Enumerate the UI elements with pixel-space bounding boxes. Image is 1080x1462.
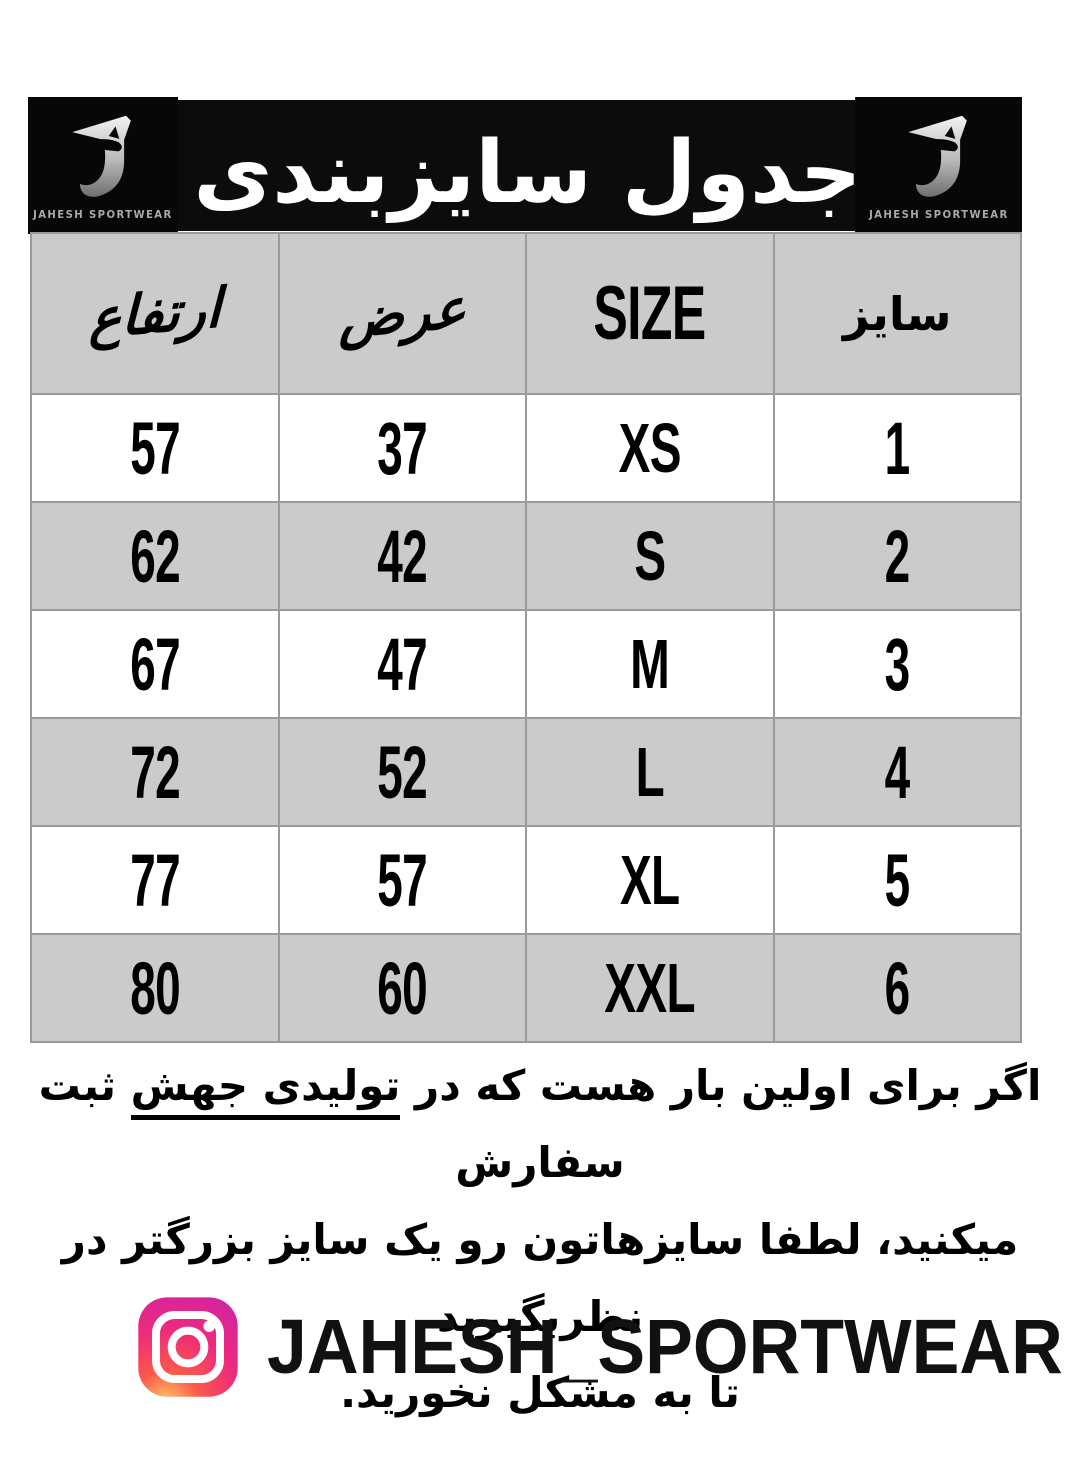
table-row-xl-size: XL [527,827,773,933]
note-line-2: میکنید، لطفا سایزهاتون رو یک سایز بزرگتر… [61,1214,1019,1341]
sizing-note: اگر برای اولین بار هست که در تولیدی جهش … [15,1048,1065,1432]
brand-caption: JAHESH SPORTWEAR [33,207,173,221]
table-row-xs-height: 57 [32,395,278,501]
table-row-l-size: L [527,719,773,825]
instagram-row: JAHESH_SPORTWEAR [135,1292,1080,1402]
table-row-xs-width: 37 [279,395,525,501]
table-row-xxl-num: 6 [774,935,1020,1041]
table-row-xs-size: XS [527,395,773,501]
instagram-handle[interactable]: JAHESH_SPORTWEAR [267,1303,1063,1390]
table-row-l-height: 72 [32,719,278,825]
table-row-xxl-width: 60 [279,935,525,1041]
brand-caption: JAHESH SPORTWEAR [868,207,1009,221]
table-row-l-width: 52 [279,719,525,825]
header-cell-height: ارتفاع [32,234,278,393]
table-row-s-num: 2 [774,503,1020,609]
table-row-xl-num: 5 [774,827,1020,933]
table-row-xl-width: 57 [279,827,525,933]
table-row-s-width: 42 [279,503,525,609]
jahesh-logo-icon [907,115,967,197]
table-row-s-height: 62 [32,503,278,609]
table-row-xl-height: 77 [32,827,278,933]
table-row-m-size: M [527,611,773,717]
table-row-m-width: 47 [279,611,525,717]
page-title: جدول سایزبندی [193,122,862,223]
size-table: ارتفاع عرض SIZE سایز 57 37 XS 1 62 42 S … [30,232,1022,1043]
header-cell-size: SIZE [527,234,773,393]
table-row-xxl-size: XXL [527,935,773,1041]
table-row-s-size: S [527,503,773,609]
note-line-3: تا به مشکل نخورید. [340,1368,740,1418]
table-row-m-num: 3 [774,611,1020,717]
underlined-brand-text: تولیدی جهش [130,1061,401,1120]
header-cell-width: عرض [279,234,525,393]
note-line-1: اگر برای اولین بار هست که در تولیدی جهش … [38,1061,1042,1187]
table-row-xs-num: 1 [774,395,1020,501]
instagram-icon[interactable] [135,1294,241,1400]
brand-logo-left: JAHESH SPORTWEAR [28,97,178,234]
table-row-l-num: 4 [774,719,1020,825]
jahesh-logo-icon [71,115,131,197]
table-row-xxl-height: 80 [32,935,278,1041]
header-cell-size-fa: سایز [774,234,1020,393]
brand-logo-right: JAHESH SPORTWEAR [855,97,1022,234]
table-row-m-height: 67 [32,611,278,717]
